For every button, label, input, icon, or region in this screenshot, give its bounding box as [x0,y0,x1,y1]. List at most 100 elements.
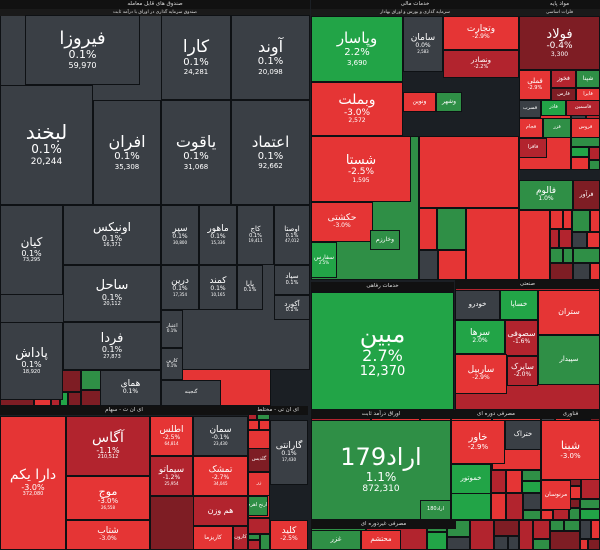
stock-tile[interactable]: آکورد 0.1% [274,295,310,320]
stock-tile[interactable]: غزر [311,530,361,550]
stock-tile[interactable]: هم وزن [193,496,248,526]
stock-tile[interactable]: اطلس -2.5% 64,814 [150,416,193,456]
treemap-filler-tile [550,210,563,229]
stock-tile[interactable]: کارون [233,526,248,550]
sector-header[interactable]: مواد پایه [519,0,600,9]
stock-tile[interactable]: سمان -0.1% 23,430 [193,416,248,456]
stock-tile[interactable]: سپیدار [538,335,600,385]
stock-tile[interactable]: فافزا [519,138,547,158]
treemap-filler-tile [259,420,270,430]
stock-tile[interactable]: فالوم 1.0% [519,180,573,210]
stock-tile[interactable]: خساپا [500,290,538,320]
stock-tile[interactable]: خموتور [451,464,491,494]
stock-tile[interactable]: فجام [519,118,543,138]
stock-tile[interactable]: ونصادر -2.2% [443,50,519,78]
stock-tile[interactable]: فاسمین [566,100,600,116]
stock-tile[interactable]: گلدیس [248,448,270,472]
stock-tile[interactable]: کارا 0.1% 24,281 [161,15,231,100]
sector-header[interactable]: خدمات مالی [311,0,519,9]
stock-tile[interactable]: اراد180 [420,500,451,520]
stock-tile[interactable]: سپاد 0.1% [274,265,310,295]
sector-header[interactable]: اوراق درآمد ثابت [311,410,451,419]
stock-tile[interactable]: شپنا [576,70,600,88]
stock-tile[interactable]: فولاد -0.4% 3,300 [519,16,600,70]
stock-tile[interactable]: فسرب [519,100,541,118]
sector-header[interactable]: صنعتی [455,280,600,289]
stock-tile[interactable]: حکشتی -3.0% [311,202,373,242]
stock-tile[interactable]: محتشم [361,530,401,550]
treemap-filler-tile [580,499,600,509]
stock-tile[interactable]: فزر [543,118,571,138]
stock-tile[interactable]: نارنج اهرم [248,496,268,516]
sector-header[interactable]: فناوری [541,410,600,419]
stock-tile[interactable]: فردا 0.1% 27,873 [63,322,161,370]
stock-symbol: فالوم [535,185,556,196]
stock-tile[interactable]: وخارزم [370,230,400,250]
stock-tile[interactable]: فیروزا 0.1% 59,970 [25,15,140,85]
stock-tile[interactable]: ماهور 0.1% 15,336 [199,205,237,265]
stock-tile[interactable]: اوصتا 0.1% 47,012 [274,205,310,265]
stock-tile[interactable]: لبخند 0.1% 20,244 [0,85,93,205]
stock-tile[interactable]: خاور -2.9% [451,420,505,464]
stock-tile[interactable]: یاقوت 0.1% 31,068 [161,100,231,205]
stock-tile[interactable]: کیان 0.1% 73,295 [0,205,63,295]
stock-tile[interactable]: خودرو [455,290,500,320]
stock-tile[interactable]: آوند 0.1% 20,098 [231,15,310,100]
stock-tile[interactable]: ستران [538,290,600,335]
stock-tile[interactable]: کلید -2.5% [270,520,308,550]
sector-header[interactable]: ای ان ت - سهام [0,406,248,415]
stock-tile[interactable]: مبین 2.7% 12,370 [311,292,454,410]
stock-tile[interactable]: کاریزما [193,526,233,550]
stock-tile[interactable]: زر [248,472,270,496]
stock-tile[interactable]: گارانتی 0.1% 17,430 [270,420,308,485]
stock-tile[interactable]: وشهر [436,92,462,112]
stock-tile[interactable]: فاذر [541,100,566,116]
stock-tile[interactable]: وپاسار 2.2% 3,690 [311,16,403,82]
sector-header[interactable]: مصرفی غیردوره ای [311,520,456,529]
stock-tile[interactable]: سصوفی -1.6% [505,320,538,356]
stock-tile[interactable]: گنجینه [161,380,221,406]
stock-tile[interactable]: اونیکس 0.1% 16,371 [63,205,161,265]
stock-tile[interactable]: سامان 0.0% 2,583 [403,16,443,72]
stock-tile[interactable]: فخوز [551,70,576,88]
stock-tile[interactable]: موج -3.0% 26,558 [66,476,150,520]
stock-tile[interactable]: مرنوسان [541,480,571,510]
stock-tile[interactable]: فروس [571,118,600,138]
stock-tile[interactable]: پاداش 0.1% 18,920 [0,322,63,400]
stock-tile[interactable]: تمشک -2.7% 34,045 [193,456,248,496]
stock-tile[interactable]: کارین 0.1% [161,348,183,380]
stock-tile[interactable]: شتاب -3.0% [66,520,150,550]
stock-tile[interactable]: سفارس 2.5% [311,242,337,278]
stock-tile[interactable]: اعتماد 0.1% 92,662 [231,100,310,205]
stock-tile[interactable]: وتجارت -2.9% [443,16,519,50]
stock-tile[interactable]: ختراک [505,420,541,450]
stock-tile[interactable]: افران 0.1% 35,308 [93,100,161,205]
stock-value: 20,112 [103,301,121,308]
stock-tile[interactable]: پایا 0.1% [237,265,263,310]
stock-tile[interactable]: فملی -2.9% [519,70,551,100]
stock-tile[interactable]: کاج 0.1% 19,411 [237,205,274,265]
stock-tile[interactable]: سرها 2.0% [455,320,505,354]
stock-tile[interactable]: وبملت -3.0% 2,572 [311,82,403,136]
stock-tile[interactable]: ساربیل -2.9% [455,354,507,394]
stock-change-percent: 0.1% [21,248,42,258]
stock-tile[interactable]: سپر 0.1% 30,800 [161,205,199,265]
stock-tile[interactable]: همای 0.1% [100,370,161,406]
sector-header[interactable]: ای ان تی - مختلط [248,406,308,415]
stock-tile[interactable]: درین 0.1% 17,354 [161,265,199,310]
stock-tile[interactable]: شستا -2.5% 1,595 [311,136,411,202]
sector-header[interactable]: صندوق های قابل معامله [0,0,310,9]
stock-tile[interactable]: آگاس -1.1% 210,512 [66,416,150,476]
sector-header[interactable]: مصرفی دوره ای [451,410,541,419]
stock-tile[interactable]: دارا یکم -3.0% 372,080 [0,416,66,550]
stock-tile[interactable]: کمند 0.1% 10,165 [199,265,237,310]
stock-tile[interactable]: شبنا -3.0% [541,420,600,480]
stock-tile[interactable]: فارس [551,88,576,102]
stock-tile[interactable]: فرآور [573,180,600,210]
sector-header[interactable]: خدمات رفاهی [311,282,454,291]
stock-tile[interactable]: سیماتو -1.2% 25,954 [150,456,193,496]
stock-tile[interactable]: سایرک -2.0% [507,356,538,386]
stock-tile[interactable]: ونوین [403,92,436,112]
stock-tile[interactable]: اعتبار 0.1% [161,310,183,348]
stock-tile[interactable]: ساحل 0.1% 20,112 [63,265,161,322]
